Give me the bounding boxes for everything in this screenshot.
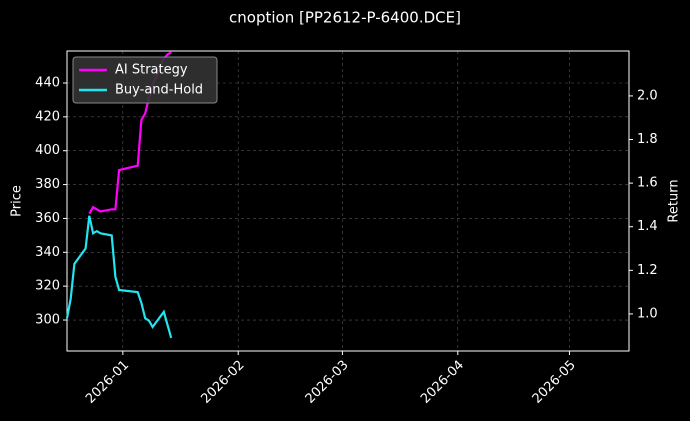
x-tick-label: 2026-01 xyxy=(83,358,132,407)
x-tick-label: 2026-02 xyxy=(198,358,247,407)
x-tick-label: 2026-04 xyxy=(418,358,467,407)
y2-tick-label: 2.0 xyxy=(637,88,658,103)
x-tick-label: 2026-05 xyxy=(530,358,579,407)
y-tick-label: 340 xyxy=(35,245,60,260)
plot-frame xyxy=(66,50,630,352)
series-line xyxy=(65,215,173,339)
legend-label: Buy-and-Hold xyxy=(115,83,203,98)
chart-title: cnoption [PP2612-P-6400.DCE] xyxy=(229,9,461,27)
y-axis-label: Price xyxy=(10,185,25,217)
y2-tick-label: 1.6 xyxy=(637,176,658,191)
y2-tick-label: 1.2 xyxy=(637,263,658,278)
y-tick-label: 380 xyxy=(35,177,60,192)
y-tick-label: 420 xyxy=(35,109,60,124)
y-tick-label: 440 xyxy=(35,75,60,90)
y-tick-label: 320 xyxy=(35,279,60,294)
x-tick-label: 2026-03 xyxy=(303,358,352,407)
y-tick-label: 300 xyxy=(35,313,60,328)
legend-label: AI Strategy xyxy=(115,63,188,78)
legend-box xyxy=(72,56,218,104)
y2-tick-label: 1.4 xyxy=(637,219,658,234)
y2-tick-label: 1.0 xyxy=(637,306,658,321)
y2-axis-label: Return xyxy=(667,179,682,222)
y-tick-label: 360 xyxy=(35,211,60,226)
y2-tick-label: 1.8 xyxy=(637,132,658,147)
y-tick-label: 400 xyxy=(35,143,60,158)
